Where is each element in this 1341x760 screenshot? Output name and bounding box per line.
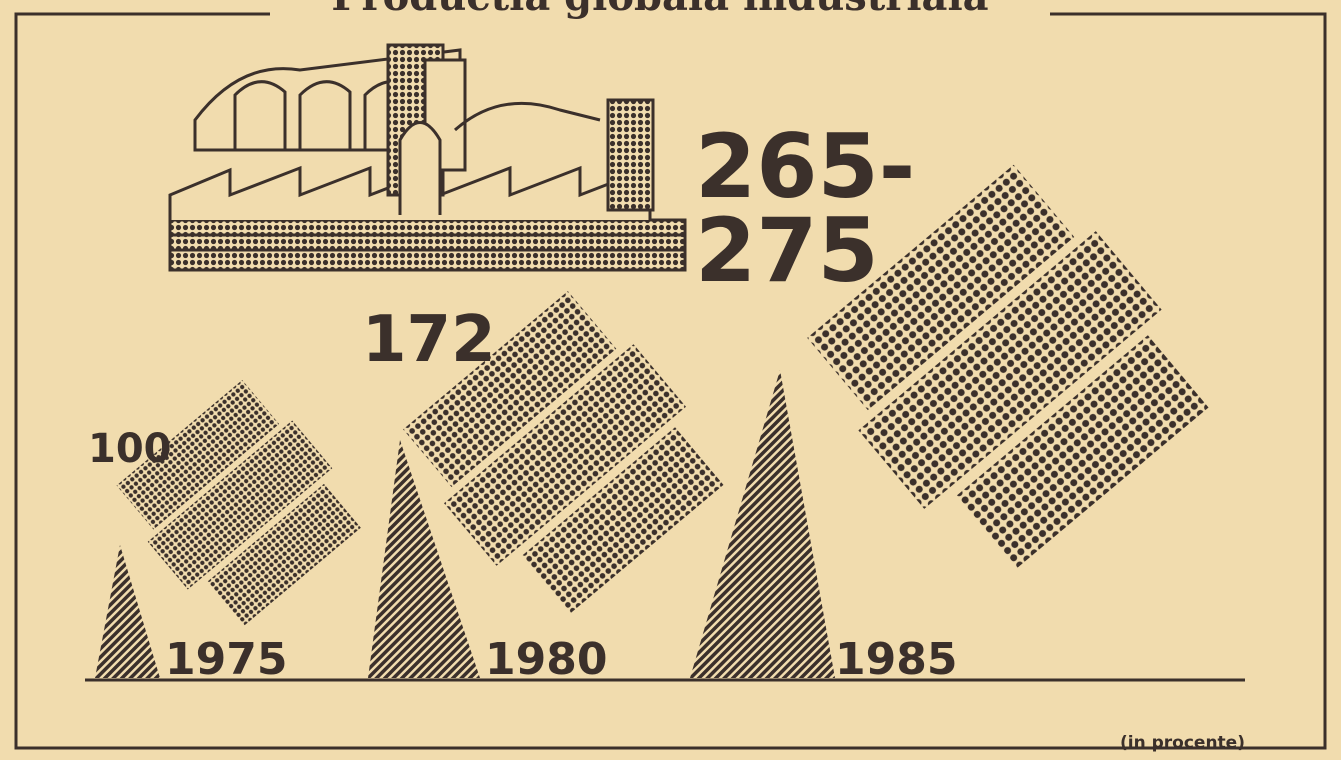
value-label: 100 bbox=[88, 430, 288, 468]
unit-note: (in procente) bbox=[1120, 733, 1245, 753]
value-label: 172 bbox=[362, 310, 562, 371]
factory-illustration bbox=[170, 45, 685, 270]
chart-title: Productia globala industriala bbox=[331, 0, 988, 20]
value-label: 265-275 bbox=[695, 125, 895, 292]
category-label: 1980 bbox=[485, 634, 607, 685]
triangle bbox=[95, 545, 160, 678]
chart: Productia globala industriala (in procen… bbox=[0, 0, 1341, 760]
category-label: 1985 bbox=[835, 634, 957, 685]
triangle bbox=[690, 370, 835, 678]
category-label: 1975 bbox=[165, 634, 287, 685]
page: Productia globala industriala (in procen… bbox=[0, 0, 1341, 760]
pictogram-group bbox=[107, 372, 373, 638]
